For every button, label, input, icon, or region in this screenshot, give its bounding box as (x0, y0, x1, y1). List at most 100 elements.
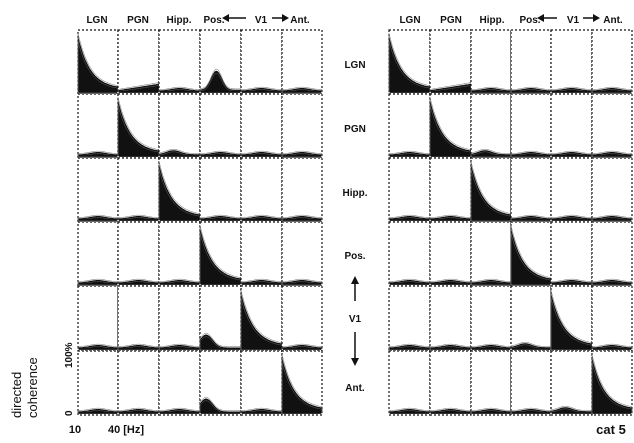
right-cell-pos-to-lgn (388, 221, 431, 287)
right-cell-pos-to-pgn-coherence-area (429, 280, 472, 285)
row-label-v1: V1 (349, 314, 362, 325)
left-cell-pos-to-lgn-trace-1 (77, 278, 119, 284)
left-cell-lgn-to-ant-trace-1 (281, 86, 323, 92)
right-cell-pgn-to-pos (510, 93, 552, 159)
left-cell-hipp-to-pgn-coherence-area (117, 216, 160, 221)
right-cell-pgn-to-ant-trace-1 (591, 150, 633, 156)
left-column-label-pgn: PGN (127, 15, 149, 26)
left-cell-hipp-to-lgn-coherence-area (77, 216, 119, 221)
left-cell-pgn-to-hipp-coherence-area (158, 150, 201, 157)
left-cell-hipp-to-hipp-trace-2 (158, 169, 201, 220)
left-cell-hipp-to-hipp-coherence-area (158, 164, 201, 221)
right-cell-pgn-to-pos-trace-1 (510, 150, 552, 156)
right-cell-hipp-to-hipp-trace-1 (470, 161, 512, 220)
right-cell-hipp-to-hipp-trace-2 (470, 169, 512, 220)
left-cell-ant-to-pgn-coherence-area (117, 409, 160, 414)
right-cell-pos-to-hipp-coherence-area (470, 280, 512, 285)
right-column-labels: LGN PGN Hipp. Pos. V1 Ant. (399, 15, 622, 26)
left-cell-ant-to-lgn (77, 350, 119, 416)
left-cell-v1-to-pgn-coherence-area (117, 345, 160, 350)
y-axis-label-directed: directed (9, 372, 24, 418)
right-cell-v1-to-lgn-coherence-area (388, 345, 431, 350)
left-cell-ant-to-v1 (240, 350, 283, 416)
left-cell-pgn-to-pgn-coherence-area (117, 100, 160, 157)
left-cell-v1-to-pgn-trace-1 (117, 343, 160, 349)
left-cell-pos-to-v1 (240, 221, 283, 287)
left-cell-pgn-to-v1 (240, 93, 283, 159)
left-cell-ant-to-ant-trace-2 (281, 362, 323, 413)
left-column-label-v1: V1 (255, 15, 268, 26)
right-cell-hipp-to-v1 (550, 157, 593, 223)
left-column-label-ant: Ant. (290, 15, 310, 26)
right-top-v1-arrow-left-head (537, 14, 544, 22)
right-cell-hipp-to-ant-trace-1 (591, 214, 633, 220)
left-cell-ant-to-v1-coherence-area (240, 409, 283, 414)
left-column-label-pos: Pos. (203, 15, 224, 26)
right-column-label-ant: Ant. (603, 15, 623, 26)
left-cell-lgn-to-hipp-coherence-area (158, 88, 201, 93)
right-cell-hipp-to-pos-trace-1 (510, 214, 552, 220)
left-cell-pos-to-pos-trace-1 (199, 225, 242, 284)
x-axis-tick-10: 10 (69, 424, 81, 436)
right-cell-pgn-to-pos-coherence-area (510, 152, 552, 157)
left-cell-pgn-to-lgn (77, 93, 119, 159)
right-cell-pgn-to-pgn-trace-1 (429, 97, 472, 156)
right-cell-pos-to-ant-trace-1 (591, 278, 633, 284)
left-cell-lgn-to-lgn-coherence-area (77, 36, 119, 93)
right-cell-lgn-to-lgn-coherence-area (388, 36, 431, 93)
figure-caption: cat 5 (596, 422, 626, 437)
left-cell-hipp-to-v1-coherence-area (240, 216, 283, 221)
left-cell-pgn-to-pgn-trace-2 (117, 105, 160, 156)
right-cell-lgn-to-hipp (470, 29, 512, 95)
right-cell-lgn-to-lgn-trace-1 (388, 33, 431, 92)
right-cell-pgn-to-hipp (470, 93, 512, 159)
right-cell-ant-to-lgn-trace-1 (388, 407, 431, 413)
left-cell-pos-to-ant-coherence-area (281, 280, 323, 285)
row-label-lgn: LGN (344, 60, 365, 71)
left-cell-lgn-to-hipp-trace-1 (158, 86, 201, 92)
right-cell-pos-to-hipp-trace-1 (470, 278, 512, 284)
left-cell-pos-to-ant-trace-1 (281, 278, 323, 284)
left-cell-v1-to-ant (281, 285, 323, 352)
right-cell-pgn-to-v1-coherence-area (550, 152, 593, 157)
right-cell-v1-to-pos-coherence-area (510, 343, 552, 350)
left-cell-ant-to-pgn-trace-1 (117, 407, 160, 413)
left-cell-pgn-to-ant (281, 93, 323, 159)
right-cell-lgn-to-pos-trace-1 (510, 86, 552, 92)
right-cell-v1-to-ant (591, 285, 633, 352)
right-cell-pgn-to-pgn-coherence-area (429, 100, 472, 157)
right-cell-ant-to-pgn (429, 350, 472, 416)
left-cell-v1-to-pos-trace-1 (199, 332, 242, 349)
right-cell-v1-to-lgn-trace-1 (388, 343, 431, 349)
left-cell-pgn-to-lgn-coherence-area (77, 152, 119, 157)
left-cell-ant-to-pos-coherence-area (199, 398, 242, 414)
left-cell-hipp-to-v1-trace-1 (240, 214, 283, 220)
right-cell-lgn-to-pos (510, 29, 552, 95)
right-cell-ant-to-pos-trace-1 (510, 407, 552, 413)
right-cell-v1-to-ant-coherence-area (591, 345, 633, 350)
left-cell-v1-to-pos-coherence-area (199, 334, 242, 350)
left-cell-pgn-to-ant-trace-1 (281, 150, 323, 156)
right-cell-pos-to-pgn (429, 221, 472, 287)
right-cell-v1-to-pgn (429, 285, 472, 352)
v1-up-arrow-head (351, 276, 359, 284)
left-cell-ant-to-lgn-coherence-area (77, 409, 119, 414)
left-cell-v1-to-lgn-coherence-area (77, 345, 119, 350)
left-cell-hipp-to-pgn (117, 157, 160, 223)
left-cell-pos-to-lgn (77, 221, 119, 287)
left-cell-ant-to-ant-trace-1 (281, 354, 323, 413)
right-cell-lgn-to-v1 (550, 29, 593, 95)
left-cell-hipp-to-ant-trace-1 (281, 214, 323, 220)
left-cell-lgn-to-ant-coherence-area (281, 88, 323, 93)
right-cell-ant-to-pgn-coherence-area (429, 409, 472, 414)
right-matrix-panel (388, 29, 633, 416)
left-cell-pos-to-hipp-trace-1 (158, 278, 201, 284)
right-cell-pos-to-hipp (470, 221, 512, 287)
left-cell-hipp-to-hipp-trace-1 (158, 161, 201, 220)
left-cell-pgn-to-hipp (158, 93, 201, 159)
left-cell-hipp-to-ant (281, 157, 323, 223)
left-cell-pos-to-hipp (158, 221, 201, 287)
left-cell-hipp-to-ant-coherence-area (281, 216, 323, 221)
right-cell-hipp-to-lgn-trace-1 (388, 214, 431, 220)
